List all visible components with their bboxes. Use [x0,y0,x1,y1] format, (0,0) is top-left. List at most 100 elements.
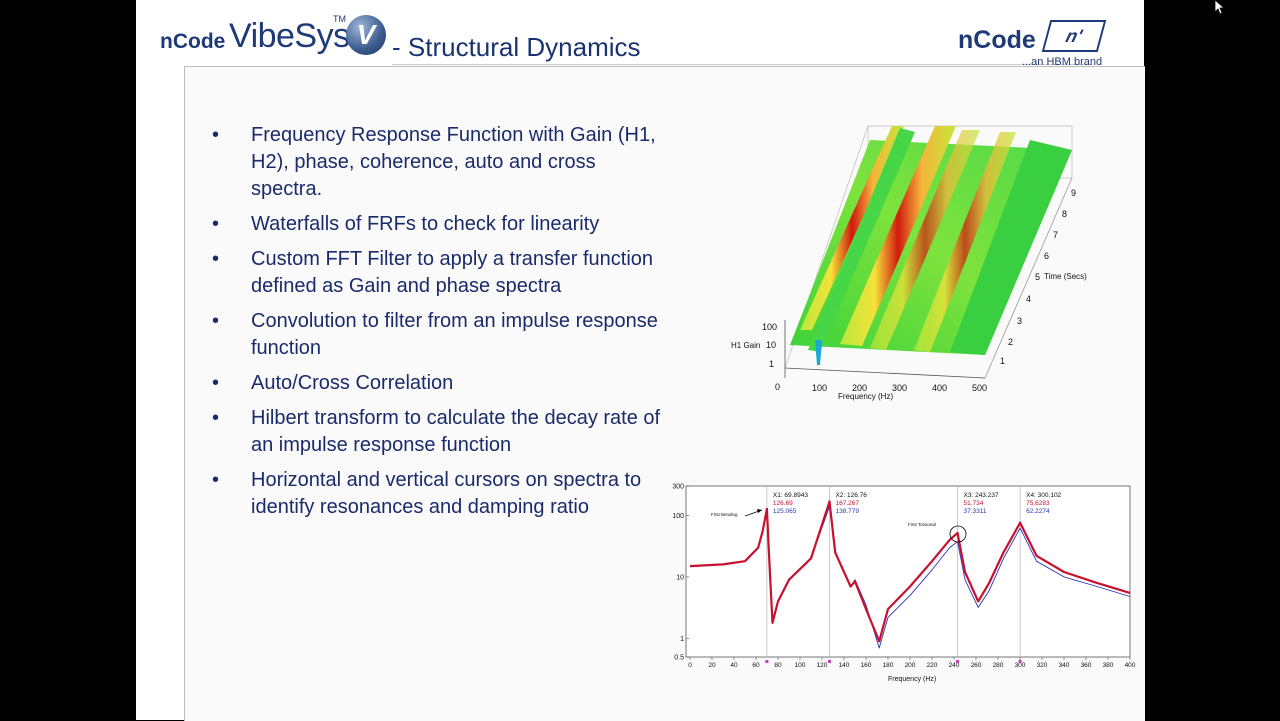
annotation-arrow-head [757,509,762,513]
frf-x-tick: 0 [688,662,692,669]
cursor-marker [1018,660,1022,663]
frf-x-tick: 180 [883,662,894,669]
frf-x-tick: 240 [949,662,960,669]
frf-y-tick: 10 [676,574,684,581]
frf-x-tick: 120 [817,662,828,669]
cursor-value: 75.6283 [1026,500,1050,507]
vibesys-logo-product: VibeSys [229,17,350,55]
annotation-first-torsional: First Torsional [908,522,936,527]
mouse-pointer-icon [1214,0,1226,15]
cursor-value: 51.734 [964,500,984,507]
waterfall-x-tick: 200 [852,383,867,393]
waterfall-x-tick: 500 [972,383,987,393]
cursor-label: X2: 126.76 [835,492,867,499]
waterfall-x-axis: 0 100 200 300 400 500 Frequency (Hz) [775,382,987,401]
bullet-item: • Hilbert transform to calculate the deca… [212,405,662,459]
bullet-item: • Waterfalls of FRFs to check for lineari… [212,211,662,238]
frf-x-tick: 340 [1059,662,1070,669]
bullet-text: Custom FFT Filter to apply a transfer fu… [251,248,654,297]
bullet-marker: • [212,372,220,394]
waterfall-z-tick: 7 [1053,230,1058,240]
cursor-marker [827,660,831,663]
frf-series-line [689,500,1131,643]
waterfall-y-tick: 100 [762,322,777,332]
frf-x-tick: 100 [795,662,806,669]
frf-x-tick: 300 [1015,662,1026,669]
slide-title: - Structural Dynamics [392,32,641,62]
bullet-text: Horizontal and vertical cursors on spect… [251,469,642,518]
waterfall-y-label: H1 Gain [731,341,760,350]
trademark-mark: TM [333,14,346,24]
frf-x-tick: 400 [1125,662,1136,669]
frf-x-tick: 200 [905,662,916,669]
waterfall-z-tick: 3 [1017,316,1022,326]
frf-x-axis: 0 20 40 60 80 100 120 140 160 180 200 220 240 260 280 3… [688,657,1136,669]
waterfall-z-axis: 1 2 3 4 5 Time (Secs) 6 7 8 9 [1000,188,1087,366]
waterfall-x-tick: 300 [892,383,907,393]
waterfall-y-tick: 1 [769,359,774,369]
frf-x-tick: 20 [708,662,716,669]
waterfall-z-tick: 6 [1044,251,1049,261]
bullet-marker: • [212,213,220,235]
frf-y-tick: 100 [672,513,684,520]
brand-tagline: ...an HBM brand [1022,56,1103,68]
cursor-label: X3: 243.237 [964,492,999,499]
cursor-marker [956,660,960,663]
frf-waterfall-plot: 0 100 200 300 400 500 Frequency (Hz) 100… [731,125,1087,401]
frf-x-tick: 260 [971,662,982,669]
frf-x-tick: 380 [1103,662,1114,669]
frf-y-tick: 1 [680,636,684,643]
cursor-value: 138.779 [835,508,859,515]
bullet-item: • Auto/Cross Correlation [212,370,662,397]
annotation-circle [949,525,967,543]
cursor-label: X4: 300.102 [1026,492,1061,499]
frf-x-label: Frequency (Hz) [888,676,936,683]
frf-x-tick: 80 [774,662,782,669]
bullet-item: • Convolution to filter from an impulse r… [212,308,662,362]
waterfall-y-tick: 10 [766,340,776,350]
waterfall-z-tick: 8 [1062,209,1067,219]
waterfall-surface [790,126,1072,365]
waterfall-z-tick: 1 [1000,356,1005,366]
feature-bullet-list: • Frequency Response Function with Gain (… [212,122,662,529]
frf-line-chart: 300 100 10 1 0.5 0 20 40 60 80 100 120 140 160 180 200… [672,484,1136,684]
frf-series-group [689,500,1131,649]
cursor-value: 126.69 [773,500,793,507]
frf-x-tick: 60 [752,662,760,669]
cursor-label: X1: 69.8943 [773,492,808,499]
cursor-marker [765,660,769,663]
bullet-marker: • [212,469,220,491]
frf-point [1018,521,1022,525]
frf-point [828,500,831,503]
bullet-text: Convolution to filter from an impulse re… [251,310,658,359]
bullet-marker: • [212,248,220,270]
frf-plot-area [685,485,1131,658]
annotation-first-bending: First Bending [711,512,738,517]
bullet-marker: • [212,407,220,429]
frf-x-tick: 360 [1081,662,1092,669]
cursor-value: 37.3311 [964,508,987,515]
bullet-item: • Frequency Response Function with Gain (… [212,122,662,203]
vibesys-logo-ncode: nCode [160,30,226,53]
waterfall-z-tick: 9 [1071,188,1076,198]
bullet-marker: • [212,124,220,146]
frf-point [765,507,769,511]
ncode-brand-badge-icon: n' [1041,20,1107,52]
waterfall-z-label: Time (Secs) [1044,272,1087,281]
frf-y-tick: 0.5 [674,655,684,662]
cursor-value: 125.065 [773,508,797,515]
frf-x-tick: 320 [1037,662,1048,669]
bullet-text: Hilbert transform to calculate the decay… [251,407,661,456]
bullet-marker: • [212,310,220,332]
bullet-text: Auto/Cross Correlation [251,372,454,394]
cursor-value: 167.267 [835,500,859,507]
waterfall-z-tick: 2 [1008,337,1013,347]
bullet-item: • Custom FFT Filter to apply a transfer f… [212,246,662,300]
frf-x-tick: 220 [927,662,938,669]
vibesys-v-badge-icon: V [346,15,386,55]
ncode-brand-name: nCode [958,26,1036,54]
bullet-item: • Horizontal and vertical cursors on spec… [212,467,662,521]
frf-x-tick: 280 [993,662,1004,669]
waterfall-x-tick: 0 [775,382,780,392]
